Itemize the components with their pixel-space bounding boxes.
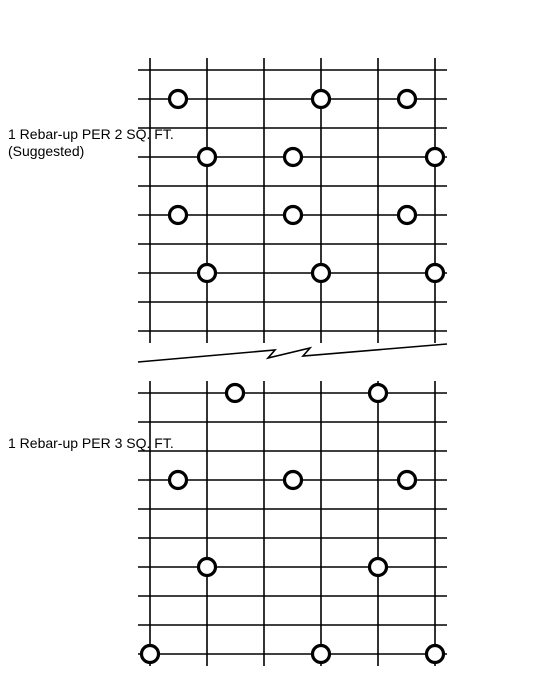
rebar-marker-top (399, 207, 416, 224)
rebar-marker-top (199, 265, 216, 282)
rebar-marker-bottom (170, 472, 187, 489)
rebar-marker-top (427, 265, 444, 282)
rebar-marker-bottom (313, 646, 330, 663)
label-top-line1: 1 Rebar-up PER 2 SQ. FT. (8, 126, 174, 142)
rebar-marker-top (285, 149, 302, 166)
rebar-marker-bottom (142, 646, 159, 663)
rebar-marker-bottom (370, 385, 387, 402)
rebar-marker-top (399, 91, 416, 108)
rebar-marker-top (427, 149, 444, 166)
rebar-marker-top (199, 149, 216, 166)
canvas-bg (0, 0, 540, 696)
label-top-line2: (Suggested) (8, 143, 84, 159)
rebar-marker-bottom (427, 646, 444, 663)
label-bottom-line1: 1 Rebar-up PER 3 SQ. FT. (8, 435, 174, 451)
rebar-marker-top (170, 207, 187, 224)
rebar-marker-bottom (285, 472, 302, 489)
rebar-marker-top (285, 207, 302, 224)
rebar-marker-top (313, 91, 330, 108)
rebar-marker-top (170, 91, 187, 108)
rebar-marker-top (313, 265, 330, 282)
rebar-marker-bottom (370, 559, 387, 576)
rebar-marker-bottom (199, 559, 216, 576)
rebar-marker-bottom (227, 385, 244, 402)
rebar-marker-bottom (399, 472, 416, 489)
